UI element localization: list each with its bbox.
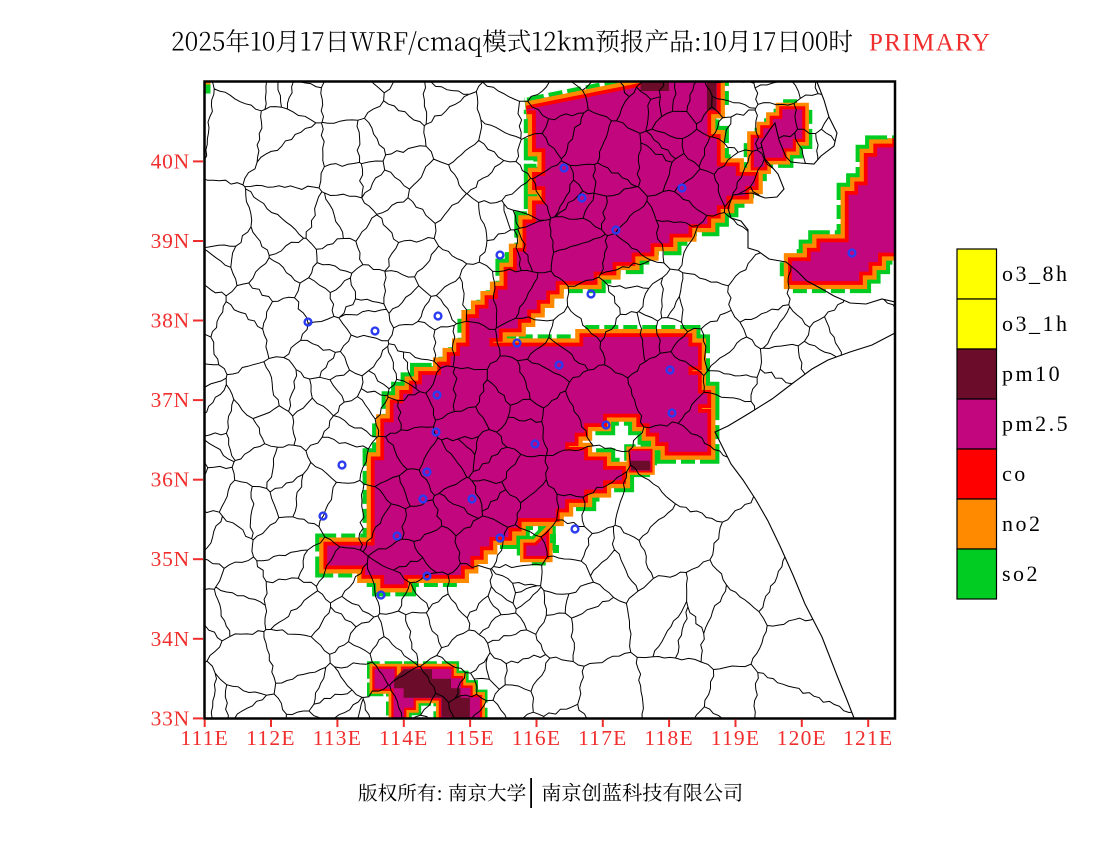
- svg-text:113E: 113E: [313, 726, 362, 750]
- svg-text:114E: 114E: [379, 726, 428, 750]
- svg-text:o3_1h: o3_1h: [1002, 311, 1070, 336]
- svg-text:36N: 36N: [151, 468, 190, 492]
- svg-text:37N: 37N: [151, 388, 190, 412]
- svg-text:co: co: [1002, 461, 1028, 486]
- svg-text:121E: 121E: [843, 726, 893, 750]
- svg-text:34N: 34N: [151, 627, 190, 651]
- svg-text:111E: 111E: [180, 726, 229, 750]
- svg-text:120E: 120E: [777, 726, 827, 750]
- svg-text:119E: 119E: [711, 726, 760, 750]
- svg-text:no2: no2: [1002, 511, 1043, 536]
- svg-text:117E: 117E: [578, 726, 627, 750]
- svg-text:40N: 40N: [151, 149, 190, 173]
- svg-text:38N: 38N: [151, 309, 190, 333]
- svg-text:35N: 35N: [151, 547, 190, 571]
- svg-text:115E: 115E: [445, 726, 494, 750]
- svg-text:o3_8h: o3_8h: [1002, 261, 1070, 286]
- svg-text:112E: 112E: [246, 726, 295, 750]
- svg-text:33N: 33N: [151, 706, 190, 730]
- svg-text:116E: 116E: [512, 726, 561, 750]
- svg-text:PRIMARY: PRIMARY: [869, 30, 991, 57]
- svg-text:so2: so2: [1002, 561, 1040, 586]
- svg-text:39N: 39N: [151, 229, 190, 253]
- svg-text:118E: 118E: [644, 726, 693, 750]
- svg-text:pm10: pm10: [1002, 361, 1062, 386]
- svg-text:pm2.5: pm2.5: [1002, 411, 1070, 436]
